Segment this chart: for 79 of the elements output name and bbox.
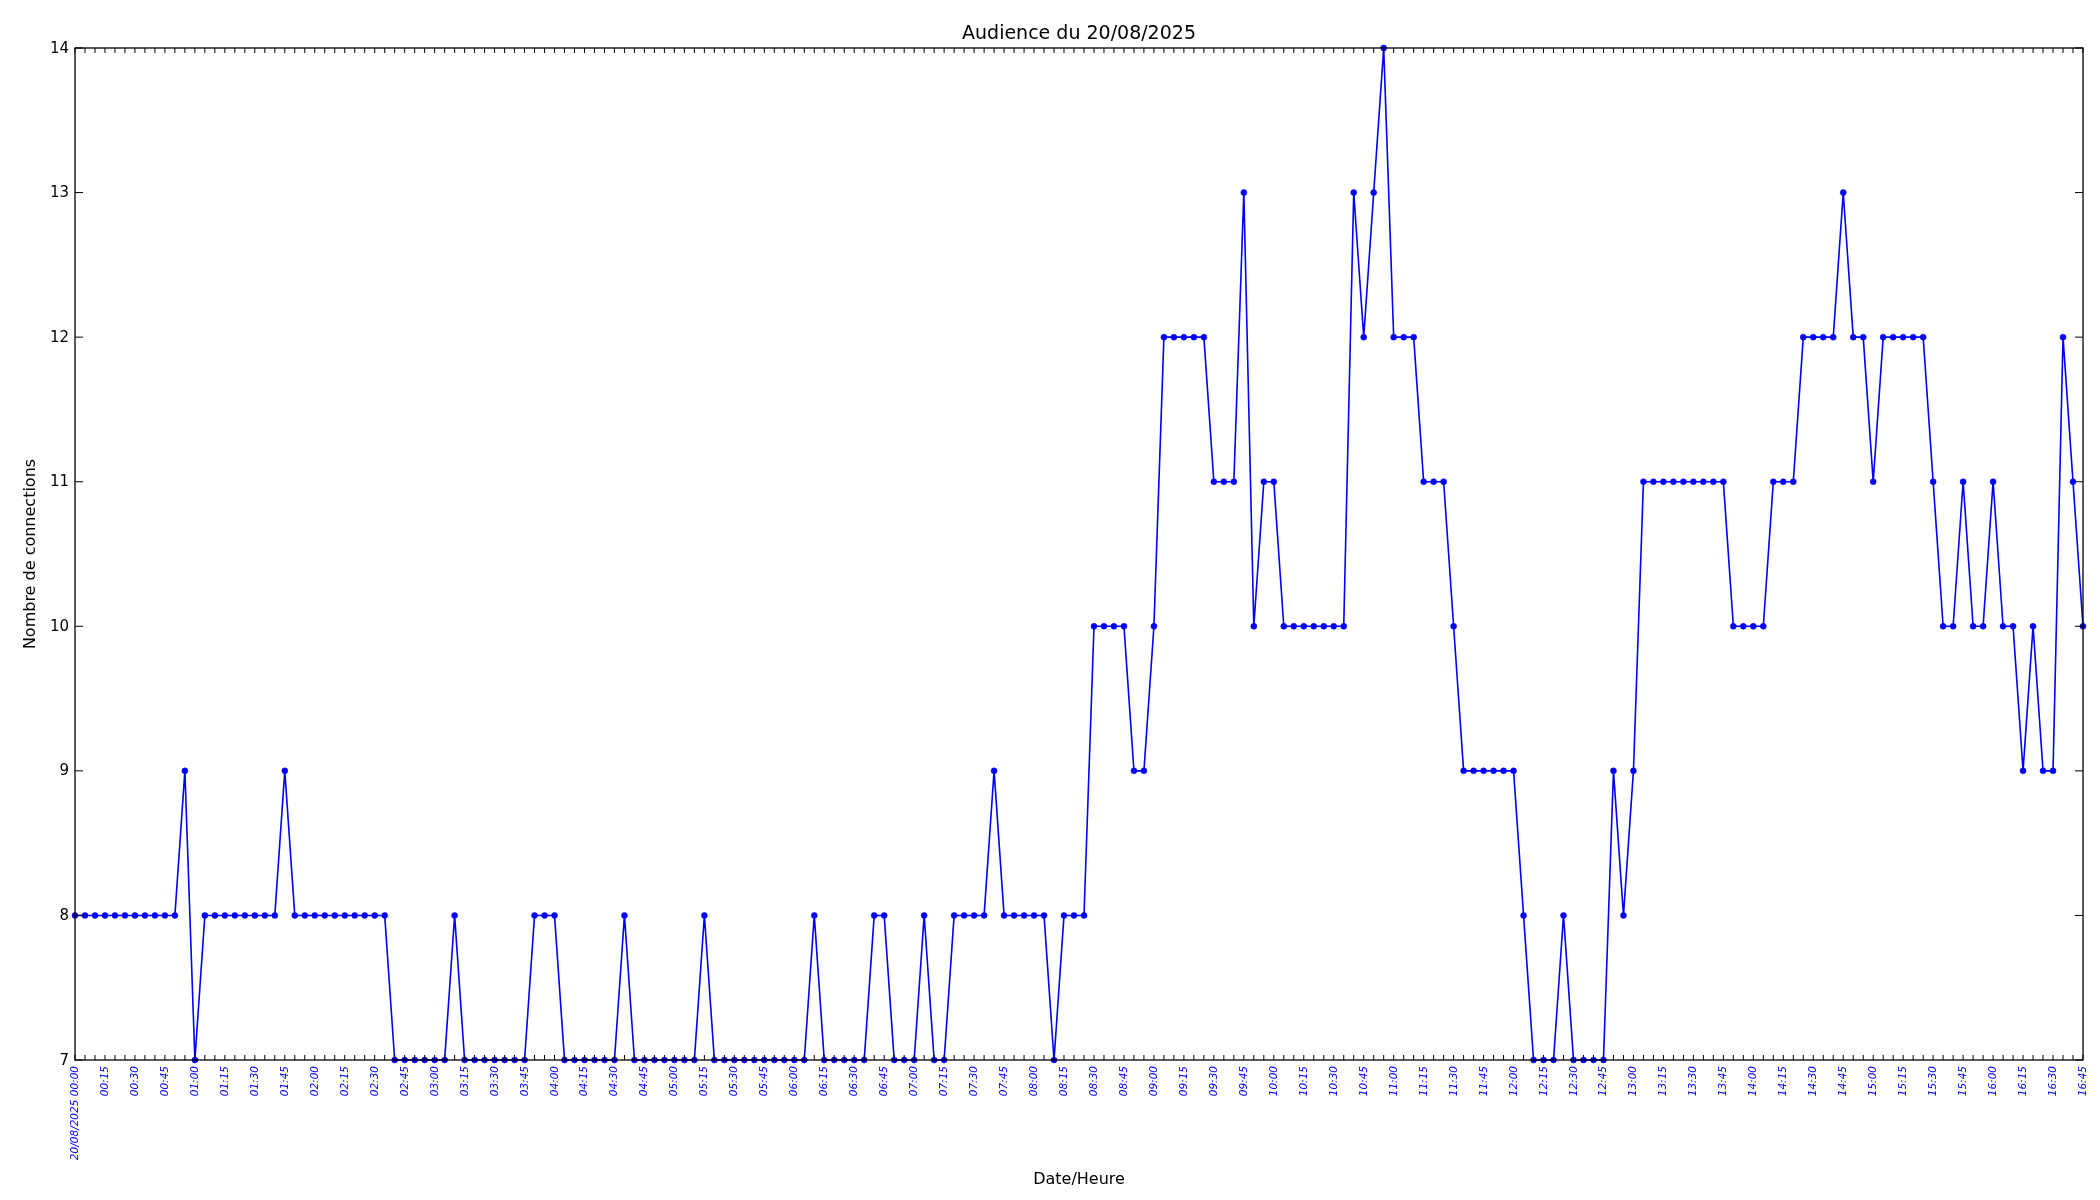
x-tick-label: 05:45 (757, 1065, 770, 1097)
x-tick-label: 04:15 (577, 1065, 590, 1097)
y-tick-label: 7 (59, 1050, 69, 1069)
x-tick-label: 13:30 (1686, 1065, 1699, 1097)
x-tick-label: 04:30 (607, 1065, 620, 1097)
y-tick-label: 9 (59, 761, 69, 780)
x-tick-label: 05:30 (727, 1065, 740, 1097)
x-tick-label: 14:30 (1806, 1065, 1819, 1097)
x-tick-label: 08:45 (1116, 1065, 1129, 1097)
x-tick-label: 08:00 (1027, 1065, 1040, 1097)
x-tick-label: 13:45 (1716, 1065, 1729, 1097)
x-tick-label: 08:15 (1057, 1065, 1070, 1097)
x-tick-label: 10:00 (1266, 1065, 1279, 1097)
x-tick-label: 15:15 (1896, 1065, 1909, 1097)
x-tick-label: 11:45 (1476, 1065, 1489, 1097)
x-tick-label: 07:45 (997, 1065, 1010, 1097)
x-tick-label: 20/08/2025 00:00 (68, 1065, 80, 1161)
y-tick-label: 14 (49, 38, 69, 57)
x-tick-label: 00:45 (157, 1065, 170, 1097)
x-tick-label: 11:00 (1386, 1065, 1399, 1097)
x-tick-label: 16:00 (1986, 1065, 1999, 1097)
y-tick-label: 13 (49, 183, 69, 202)
x-tick-label: 14:45 (1836, 1065, 1849, 1097)
x-tick-label: 03:15 (457, 1065, 470, 1097)
x-tick-label: 11:15 (1416, 1065, 1429, 1097)
x-tick-label: 15:00 (1866, 1065, 1879, 1097)
x-tick-label: 12:15 (1536, 1065, 1549, 1097)
x-axis-title: Date/Heure (1033, 1169, 1125, 1188)
x-tick-label: 00:15 (97, 1065, 110, 1097)
x-tick-label: 06:45 (877, 1065, 890, 1097)
x-tick-label: 02:45 (397, 1065, 410, 1097)
x-tick-label: 07:15 (937, 1065, 950, 1097)
x-tick-label: 02:15 (337, 1065, 350, 1097)
x-tick-label: 00:30 (127, 1065, 140, 1097)
x-tick-label: 01:30 (247, 1065, 260, 1097)
x-tick-label: 15:30 (1926, 1065, 1939, 1097)
x-tick-label: 16:45 (2076, 1065, 2088, 1097)
x-tick-label: 06:30 (847, 1065, 860, 1097)
y-tick-label: 12 (49, 327, 69, 346)
x-tick-label: 03:00 (427, 1065, 440, 1097)
x-tick-label: 05:15 (697, 1065, 710, 1097)
x-tick-label: 12:00 (1506, 1065, 1519, 1097)
x-tick-label: 09:30 (1206, 1065, 1219, 1097)
x-tick-label: 10:15 (1296, 1065, 1309, 1097)
x-tick-label: 10:30 (1326, 1065, 1339, 1097)
x-tick-label: 04:00 (547, 1065, 560, 1097)
x-tick-label: 16:30 (2046, 1065, 2059, 1097)
x-tick-label: 02:00 (307, 1065, 320, 1097)
x-tick-label: 13:00 (1626, 1065, 1639, 1097)
x-tick-label: 10:45 (1356, 1065, 1369, 1097)
x-tick-label: 14:15 (1776, 1065, 1789, 1097)
x-tick-label: 14:00 (1746, 1065, 1759, 1097)
x-tick-label: 01:00 (187, 1065, 200, 1097)
x-tick-label: 03:30 (487, 1065, 500, 1097)
y-axis-title: Nombre de connections (19, 458, 39, 650)
y-tick-label: 10 (49, 616, 69, 635)
x-tick-label: 02:30 (367, 1065, 380, 1097)
x-tick-label: 05:00 (667, 1065, 680, 1097)
x-tick-label: 11:30 (1446, 1065, 1459, 1097)
x-tick-label: 12:30 (1566, 1065, 1579, 1097)
x-tick-label: 16:15 (2016, 1065, 2029, 1097)
x-tick-label: 12:45 (1596, 1065, 1609, 1097)
x-tick-label: 06:15 (817, 1065, 830, 1097)
x-tick-label: 03:45 (517, 1065, 530, 1097)
x-tick-label: 07:30 (967, 1065, 980, 1097)
y-tick-label: 8 (59, 905, 69, 924)
x-tick-label: 01:15 (217, 1065, 230, 1097)
x-tick-label: 04:45 (637, 1065, 650, 1097)
x-tick-label: 09:15 (1176, 1065, 1189, 1097)
x-tick-label: 01:45 (277, 1065, 290, 1097)
x-tick-label: 09:00 (1146, 1065, 1159, 1097)
chart-title: Audience du 20/08/2025 (962, 21, 1196, 43)
x-tick-label: 15:45 (1956, 1065, 1969, 1097)
x-tick-label: 08:30 (1086, 1065, 1099, 1097)
x-tick-label: 07:00 (907, 1065, 920, 1097)
x-tick-label: 09:45 (1236, 1065, 1249, 1097)
x-tick-label: 06:00 (787, 1065, 800, 1097)
x-tick-label: 13:15 (1656, 1065, 1669, 1097)
y-tick-label: 11 (49, 472, 69, 491)
